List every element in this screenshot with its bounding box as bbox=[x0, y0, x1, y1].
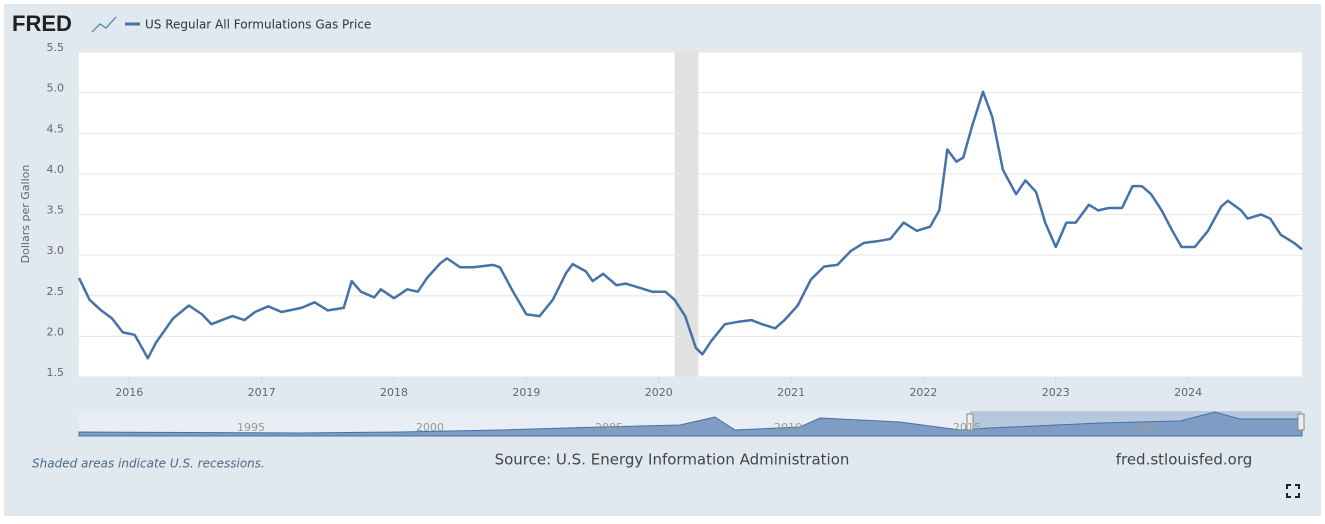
navigator-label: 2005 bbox=[595, 421, 623, 434]
y-tick-label: 3.5 bbox=[47, 204, 65, 217]
logo: FRED bbox=[12, 11, 72, 36]
y-axis-title: Dollars per Gallon bbox=[19, 165, 32, 264]
source: Source: U.S. Energy Information Administ… bbox=[495, 451, 850, 469]
x-tick-label: 2018 bbox=[380, 386, 408, 399]
navigator-label: 2000 bbox=[416, 421, 444, 434]
x-tick-label: 2020 bbox=[645, 386, 673, 399]
x-tick-label: 2024 bbox=[1174, 386, 1202, 399]
x-tick-label: 2017 bbox=[248, 386, 276, 399]
y-tick-label: 4.0 bbox=[47, 163, 65, 176]
navigator-label: 2010 bbox=[774, 421, 802, 434]
navigator-label: 1995 bbox=[237, 421, 265, 434]
navigator-series bbox=[78, 411, 1303, 437]
y-tick-label: 5.5 bbox=[47, 41, 65, 54]
navigator-label: 2015 bbox=[953, 421, 981, 434]
y-tick-label: 4.5 bbox=[47, 122, 65, 135]
y-tick-label: 2.5 bbox=[47, 285, 65, 298]
x-tick-label: 2022 bbox=[909, 386, 937, 399]
navigator-handle[interactable] bbox=[966, 413, 974, 431]
y-tick-label: 3.0 bbox=[47, 244, 65, 257]
y-tick-label: 5.0 bbox=[47, 82, 65, 95]
y-tick-label: 1.5 bbox=[47, 366, 65, 379]
legend-label: US Regular All Formulations Gas Price bbox=[145, 18, 371, 32]
series-line bbox=[77, 90, 1303, 360]
y-tick-label: 2.0 bbox=[47, 325, 65, 338]
navigator: 1995 2000 2005 2010 2015 2020 bbox=[78, 411, 1305, 437]
fullscreen-icon[interactable] bbox=[1286, 484, 1300, 498]
x-tick-label: 2019 bbox=[512, 386, 540, 399]
logo-icon bbox=[91, 16, 117, 33]
x-tick-label: 2023 bbox=[1042, 386, 1070, 399]
site[interactable]: fred.stlouisfed.org bbox=[1116, 451, 1253, 469]
x-tick-label: 2021 bbox=[777, 386, 805, 399]
navigator-handle[interactable] bbox=[1297, 413, 1305, 431]
recession-note: Shaded areas indicate U.S. recessions. bbox=[32, 457, 265, 471]
x-tick-label: 2016 bbox=[115, 386, 143, 399]
navigator-label: 2020 bbox=[1132, 421, 1160, 434]
